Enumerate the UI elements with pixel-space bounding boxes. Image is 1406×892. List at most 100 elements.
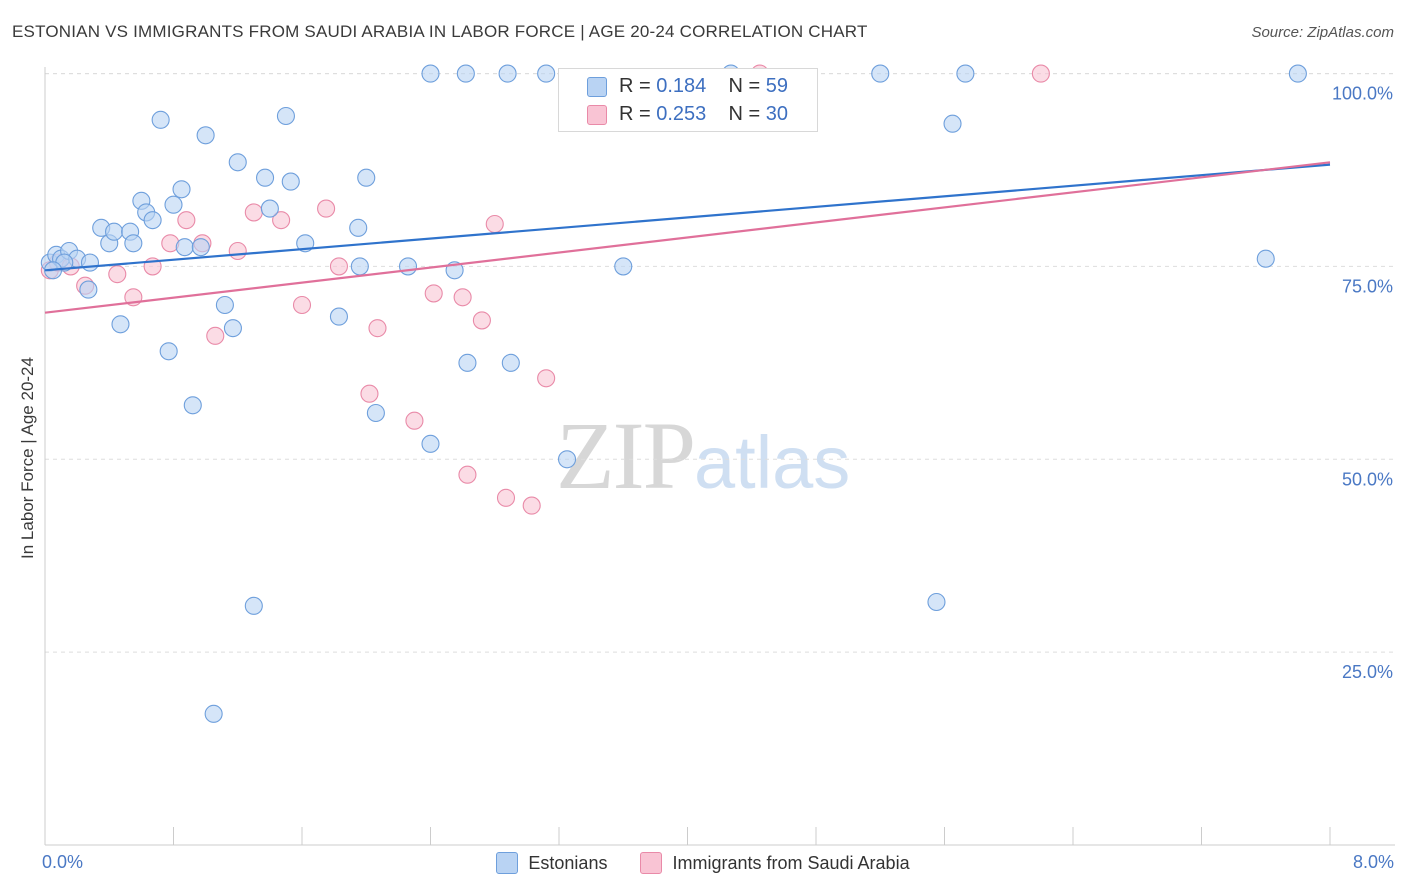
estonian-point	[79, 280, 98, 299]
y-tick-labels: 25.0% 50.0% 75.0% 100.0%	[1332, 84, 1393, 683]
watermark-zip: ZIP	[556, 402, 696, 509]
x-tick-max: 8.0%	[1352, 852, 1394, 872]
saudi-point	[405, 411, 424, 430]
legend-swatch-estonians	[496, 852, 519, 874]
estonian-point	[557, 450, 577, 469]
estonian-point	[871, 64, 890, 83]
stats-swatch-estonians	[587, 77, 607, 97]
estonian-point	[349, 218, 368, 237]
estonian-point	[276, 106, 295, 126]
estonian-point	[124, 234, 143, 253]
saudi-point	[108, 265, 127, 284]
estonian-point	[159, 342, 178, 361]
estonian-point	[196, 126, 215, 145]
estonian-point	[80, 253, 100, 272]
estonian-point	[498, 64, 517, 83]
estonian-point	[421, 64, 440, 83]
saudi-point	[228, 241, 247, 261]
estonian-point	[228, 153, 247, 172]
saudi-point	[458, 465, 477, 484]
x-tick-min: 0.0%	[42, 852, 84, 872]
estonian-point	[215, 295, 234, 315]
saudi-point	[496, 488, 516, 507]
estonian-point	[501, 353, 520, 372]
estonian-point	[537, 64, 556, 83]
estonian-point	[260, 199, 279, 218]
saudi-point	[177, 211, 196, 230]
stats-row-estonians: R = 0.184 N = 59	[619, 75, 788, 98]
estonian-point	[614, 257, 633, 276]
legend-label-saudi: Immigrants from Saudi Arabia	[672, 852, 910, 873]
legend: Estonians Immigrants from Saudi Arabia	[0, 852, 1406, 879]
estonian-point	[421, 434, 440, 453]
saudi-point	[317, 199, 336, 218]
watermark-atlas: atlas	[694, 421, 851, 504]
saudi-point	[360, 384, 379, 403]
axes	[44, 67, 1395, 846]
estonian-point	[456, 64, 475, 83]
estonian-point	[357, 168, 376, 187]
estonian-point	[366, 403, 385, 423]
estonian-point	[281, 172, 300, 191]
estonian-point	[172, 180, 191, 199]
trend-lines	[44, 161, 1331, 314]
saudi-point	[522, 496, 541, 515]
legend-item-estonians[interactable]: Estonians	[496, 852, 607, 874]
estonian-point	[350, 257, 369, 276]
stats-r-value: 0.253	[656, 103, 707, 125]
estonian-point	[223, 319, 242, 338]
estonian-point	[398, 257, 418, 276]
y-tick-label: 100.0%	[1332, 84, 1393, 104]
estonian-point	[458, 353, 477, 372]
estonian-point	[204, 704, 223, 723]
series-saudi-points	[40, 64, 1050, 515]
legend-swatch-saudi	[640, 852, 663, 874]
estonian-point	[256, 168, 275, 187]
trendline-saudi	[44, 161, 1331, 314]
estonian-point	[927, 592, 946, 612]
estonian-point	[1256, 249, 1275, 268]
estonian-point	[1288, 64, 1307, 83]
stats-box: R = 0.184 N = 59 R = 0.253 N = 30	[558, 68, 818, 132]
saudi-point	[424, 284, 443, 303]
stats-r-label: R =	[619, 103, 657, 125]
legend-label-estonians: Estonians	[528, 852, 608, 873]
stats-r-value: 0.184	[656, 75, 707, 97]
stats-n-value: 59	[765, 75, 789, 97]
trendline-estonians	[44, 163, 1331, 272]
saudi-point	[1031, 64, 1050, 83]
estonian-point	[329, 307, 348, 326]
chart-title: ESTONIAN VS IMMIGRANTS FROM SAUDI ARABIA…	[12, 22, 868, 41]
saudi-point	[292, 295, 312, 315]
y-axis-title: In Labor Force | Age 20-24	[18, 357, 37, 559]
saudi-point	[244, 203, 263, 222]
series-estonians-points	[40, 64, 1307, 723]
estonian-point	[183, 396, 202, 415]
saudi-point	[368, 319, 387, 338]
estonian-point	[191, 238, 210, 257]
y-tick-label: 50.0%	[1342, 469, 1393, 489]
estonian-point	[151, 110, 170, 129]
estonian-point	[175, 238, 194, 257]
saudi-point	[485, 214, 504, 234]
estonian-point	[943, 114, 962, 133]
estonian-point	[244, 596, 263, 615]
estonian-point	[956, 64, 975, 83]
watermark: ZIPatlas	[556, 400, 850, 511]
saudi-point	[329, 257, 348, 276]
stats-r-label: R =	[619, 75, 657, 97]
stats-n-value: 30	[765, 103, 789, 125]
legend-item-saudi[interactable]: Immigrants from Saudi Arabia	[640, 852, 910, 874]
saudi-point	[453, 288, 472, 307]
saudi-point	[472, 311, 491, 330]
estonian-point	[143, 211, 162, 230]
saudi-point	[272, 211, 291, 230]
estonian-point	[105, 222, 124, 241]
estonian-point	[111, 315, 130, 334]
stats-row-saudi: R = 0.253 N = 30	[619, 103, 788, 126]
stats-swatch-saudi	[587, 105, 607, 125]
y-tick-label: 25.0%	[1342, 662, 1393, 682]
saudi-point	[537, 369, 556, 388]
y-tick-label: 75.0%	[1342, 276, 1393, 296]
